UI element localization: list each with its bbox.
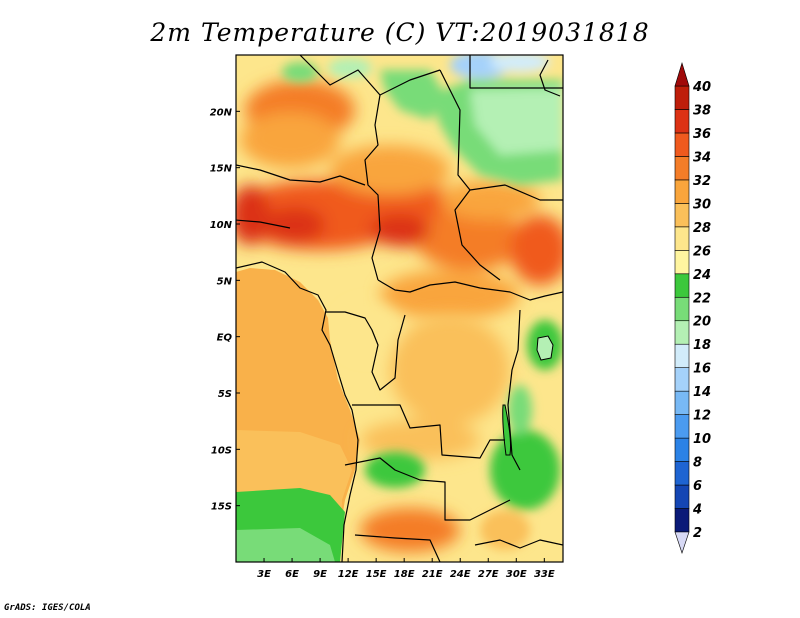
colorbar-label: 26 xyxy=(693,244,711,259)
y-tick-label: 15N xyxy=(210,164,233,175)
map-title: 2m Temperature (C) VT:2019031818 xyxy=(150,18,650,47)
colorbar-label: 16 xyxy=(693,362,711,377)
colorbar-segment xyxy=(674,343,690,368)
y-tick-label: 5S xyxy=(218,389,232,400)
y-axis: 20N 15N 10N 5N EQ 5S 10S 15S xyxy=(210,107,240,513)
colorbar-label: 8 xyxy=(693,456,702,471)
colorbar-label: 30 xyxy=(693,197,711,212)
lake-tanganyika xyxy=(502,404,511,456)
colorbar-segment xyxy=(674,508,690,533)
temperature-field xyxy=(236,55,563,562)
hot-belt xyxy=(236,80,563,552)
y-tick-label: 10N xyxy=(210,220,233,231)
colorbar-segment xyxy=(674,461,690,486)
y-tick-label: 15S xyxy=(211,502,232,513)
x-tick-label: 21E xyxy=(422,569,443,580)
colorbar-label: 40 xyxy=(692,80,711,95)
colorbar-label: 14 xyxy=(693,385,711,400)
x-tick-label: 24E xyxy=(450,569,471,580)
x-tick-label: 3E xyxy=(257,569,271,580)
congo-basin xyxy=(340,305,510,460)
x-tick-label: 12E xyxy=(338,569,359,580)
colorbar-label: 28 xyxy=(693,221,711,236)
x-tick-label: 15E xyxy=(366,569,387,580)
colorbar-label: 36 xyxy=(693,127,711,142)
colorbar-label: 2 xyxy=(693,526,702,541)
colorbar-label: 22 xyxy=(693,291,711,306)
borders xyxy=(236,55,563,562)
colorbar-segment xyxy=(674,132,690,157)
colorbar-segment xyxy=(674,296,690,322)
colorbar-segment xyxy=(674,250,690,275)
colorbar-segment xyxy=(674,437,690,462)
x-tick-label: 33E xyxy=(534,569,555,580)
credit-text: GrADS: IGES/COLA xyxy=(4,603,91,613)
x-tick-label: 27E xyxy=(478,569,499,580)
ocean-cool-green-south xyxy=(236,528,335,562)
colorbar-label: 24 xyxy=(693,268,711,283)
x-tick-label: 18E xyxy=(394,569,415,580)
colorbar-segment xyxy=(674,390,690,415)
lake-victoria xyxy=(536,335,554,361)
y-tick-label: EQ xyxy=(217,333,233,344)
colorbar-segment xyxy=(674,226,690,251)
colorbar-label: 12 xyxy=(693,409,711,424)
colorbar-label: 32 xyxy=(693,174,711,189)
x-axis: 3E 6E 9E 12E 15E 18E 21E 24E 27E 30E 33E xyxy=(257,558,555,580)
x-tick-label: 6E xyxy=(285,569,299,580)
y-tick-label: 5N xyxy=(217,276,233,287)
colorbar-label: 6 xyxy=(693,479,702,494)
colorbar-segment xyxy=(674,203,690,228)
colorbar-over-arrow xyxy=(674,61,690,87)
y-tick-label: 10S xyxy=(211,445,232,456)
colorbar-label: 10 xyxy=(693,432,711,447)
colorbar-segment xyxy=(674,109,690,134)
colorbar-label: 20 xyxy=(693,315,711,330)
colorbar-segment xyxy=(674,414,690,439)
colorbar-segment xyxy=(674,179,690,204)
colorbar-segment xyxy=(674,320,690,345)
x-tick-label: 9E xyxy=(313,569,327,580)
colorbar-label: 38 xyxy=(693,103,711,118)
colorbar-segment xyxy=(674,367,690,392)
colorbar-segment xyxy=(674,273,690,298)
colorbar-segment xyxy=(674,156,690,181)
colorbar-segment xyxy=(674,85,690,110)
map-frame xyxy=(235,54,564,563)
colorbar-label: 4 xyxy=(692,503,702,518)
y-tick-label: 20N xyxy=(210,107,233,118)
colorbar-label: 34 xyxy=(693,150,711,165)
colorbar-label: 18 xyxy=(693,338,711,353)
colorbar-segment xyxy=(674,484,690,509)
x-tick-label: 30E xyxy=(506,569,527,580)
colorbar-under-arrow xyxy=(674,531,690,554)
north-cool-region xyxy=(282,55,563,185)
